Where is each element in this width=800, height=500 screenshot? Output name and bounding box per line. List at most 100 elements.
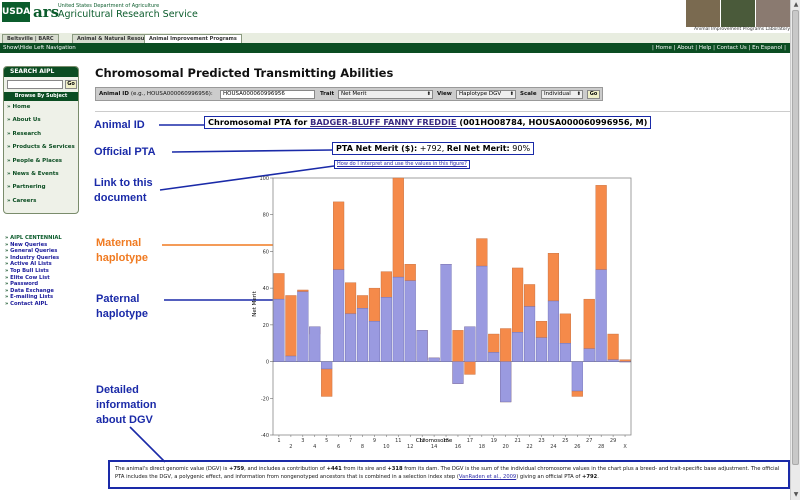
- footer-text-1: The animal's direct genomic value (DGV) …: [115, 466, 228, 472]
- link-general-queries[interactable]: General Queries: [5, 248, 85, 255]
- scale-select[interactable]: Individual: [541, 90, 583, 99]
- sidebar-item-about-us[interactable]: About Us: [4, 116, 78, 129]
- x-tick-label: 13: [419, 438, 425, 444]
- paternal-bar: [297, 291, 309, 362]
- paternal-bar: [547, 300, 560, 362]
- vertical-scrollbar[interactable]: ▲ ▼: [790, 0, 800, 500]
- sidebar-item-news-events[interactable]: News & Events: [4, 170, 78, 183]
- x-tick-label: 26: [574, 444, 580, 450]
- link-aipl-centennial[interactable]: AIPL CENTENNIAL: [5, 235, 85, 242]
- sidebar-item-products-services[interactable]: Products & Services: [4, 143, 78, 156]
- animal-id-label: Animal ID (e.g., HOUSA000060996956):: [99, 91, 213, 97]
- usda-logo[interactable]: USDA: [2, 2, 30, 22]
- tab-beltsville[interactable]: Beltsville | BARC: [2, 34, 59, 43]
- sidebar-item-partnering[interactable]: Partnering: [4, 183, 78, 196]
- paternal-bar: [535, 337, 548, 362]
- sidebar-item-people-places[interactable]: People & Places: [4, 157, 78, 170]
- go-button[interactable]: Go: [587, 90, 600, 99]
- x-tick-label: 22: [526, 444, 532, 450]
- browse-heading: Browse By Subject: [4, 92, 78, 101]
- scale-label: Scale: [520, 91, 537, 97]
- maternal-bar: [321, 368, 333, 397]
- x-tick-label: 7: [349, 438, 352, 444]
- sidebar-item-research[interactable]: Research: [4, 130, 78, 143]
- annotation-link-doc-line1: Link to this: [94, 177, 153, 189]
- chart-grid: [272, 177, 632, 436]
- footer-text-2: , and includes a contribution of: [244, 466, 325, 472]
- search-go-button[interactable]: Go: [65, 80, 77, 89]
- x-tick-label: 23: [538, 438, 544, 444]
- photo-pasture: [721, 0, 755, 27]
- link-active-ai-lists[interactable]: Active AI Lists: [5, 261, 85, 268]
- lab-name: Animal Improvement Programs Laboratory: [694, 27, 790, 32]
- annotation-paternal-line2: haplotype: [96, 308, 148, 320]
- paternal-bar: [500, 361, 512, 403]
- animal-id-input[interactable]: HOUSA000060996956: [220, 90, 315, 99]
- query-form: Animal ID (e.g., HOUSA000060996956): HOU…: [95, 87, 603, 101]
- tab-animal-improvement-programs[interactable]: Animal Improvement Programs: [144, 34, 242, 43]
- link-new-queries[interactable]: New Queries: [5, 242, 85, 249]
- scroll-down-arrow-icon[interactable]: ▼: [793, 491, 799, 498]
- link-data-exchange[interactable]: Data Exchange: [5, 288, 85, 295]
- department-name: United States Department of Agriculture: [58, 3, 160, 9]
- paternal-bar: [404, 280, 416, 362]
- x-tick-label: 28: [598, 444, 604, 450]
- link-password[interactable]: Password: [5, 281, 85, 288]
- x-tick-label: 4: [313, 444, 316, 450]
- paternal-bar: [392, 276, 404, 362]
- view-select[interactable]: Haplotype DGV: [456, 90, 516, 99]
- paternal-bar: [607, 359, 619, 362]
- x-tick-label: 11: [395, 438, 401, 444]
- x-tick-label: 29: [610, 438, 616, 444]
- sidebar-item-careers[interactable]: Careers: [4, 197, 78, 210]
- scroll-thumb[interactable]: [792, 10, 799, 465]
- ars-logo[interactable]: ars: [33, 3, 60, 21]
- sidebar-item-home[interactable]: Home: [4, 103, 78, 116]
- link-top-bull-lists[interactable]: Top Bull Lists: [5, 268, 85, 275]
- footer-sire-contribution: +441: [326, 466, 342, 472]
- paternal-bar: [488, 352, 500, 362]
- annotation-maternal-line1: Maternal: [96, 237, 142, 249]
- x-tick-label: 20: [503, 444, 509, 450]
- link-contact-aipl[interactable]: Contact AIPL: [5, 301, 85, 308]
- x-tick-label: 17: [467, 438, 473, 444]
- link-elite-cow-list[interactable]: Elite Cow List: [5, 275, 85, 282]
- search-input[interactable]: [7, 80, 63, 89]
- maternal-bar: [583, 298, 595, 349]
- animal-ids: (001HO08784, HOUSA000060996956, M): [459, 117, 648, 127]
- interpret-link[interactable]: How do I interpret and use the values in…: [334, 160, 470, 169]
- x-tick-label: 18: [479, 444, 485, 450]
- rel-net-merit-label: Rel Net Merit:: [446, 144, 510, 153]
- paternal-bar: [476, 265, 488, 362]
- paternal-bar: [512, 331, 524, 362]
- maternal-bar: [607, 333, 619, 360]
- paternal-bar: [583, 348, 595, 362]
- footer-text-5: ) giving an official PTA of: [516, 474, 581, 480]
- link-industry-queries[interactable]: Industry Queries: [5, 255, 85, 262]
- paternal-bar: [595, 269, 607, 362]
- top-links[interactable]: | Home | About | Help | Contact Us | En …: [652, 45, 786, 51]
- paternal-bar: [344, 313, 357, 362]
- maternal-bar: [285, 295, 297, 357]
- maternal-bar: [333, 201, 345, 270]
- animal-name-link[interactable]: BADGER-BLUFF FANNY FREDDIE: [310, 117, 457, 127]
- photo-cows: [686, 0, 720, 27]
- sidebar: SEARCH AIPL Go Browse By Subject Home Ab…: [3, 66, 79, 214]
- link-e-mailing-lists[interactable]: E-mailing Lists: [5, 294, 85, 301]
- annotation-official-pta: Official PTA: [94, 146, 156, 158]
- y-tick-label: -40: [261, 433, 269, 439]
- maternal-bar: [523, 284, 536, 307]
- maternal-bar: [595, 185, 607, 270]
- maternal-bar: [368, 287, 381, 322]
- x-tick-label: X: [623, 444, 627, 450]
- paternal-bar: [440, 264, 452, 362]
- scroll-up-arrow-icon[interactable]: ▲: [793, 1, 799, 8]
- paternal-bar: [321, 361, 333, 370]
- show-hide-nav-link[interactable]: Show\Hide Left Navigation: [3, 45, 76, 51]
- animal-id-label-text: Animal ID: [99, 91, 129, 97]
- trait-select[interactable]: Net Merit: [338, 90, 433, 99]
- footer-text-6: .: [597, 474, 599, 480]
- chart-bars: [273, 177, 631, 403]
- footer-reference-link[interactable]: VanRaden et al., 2009: [458, 474, 517, 480]
